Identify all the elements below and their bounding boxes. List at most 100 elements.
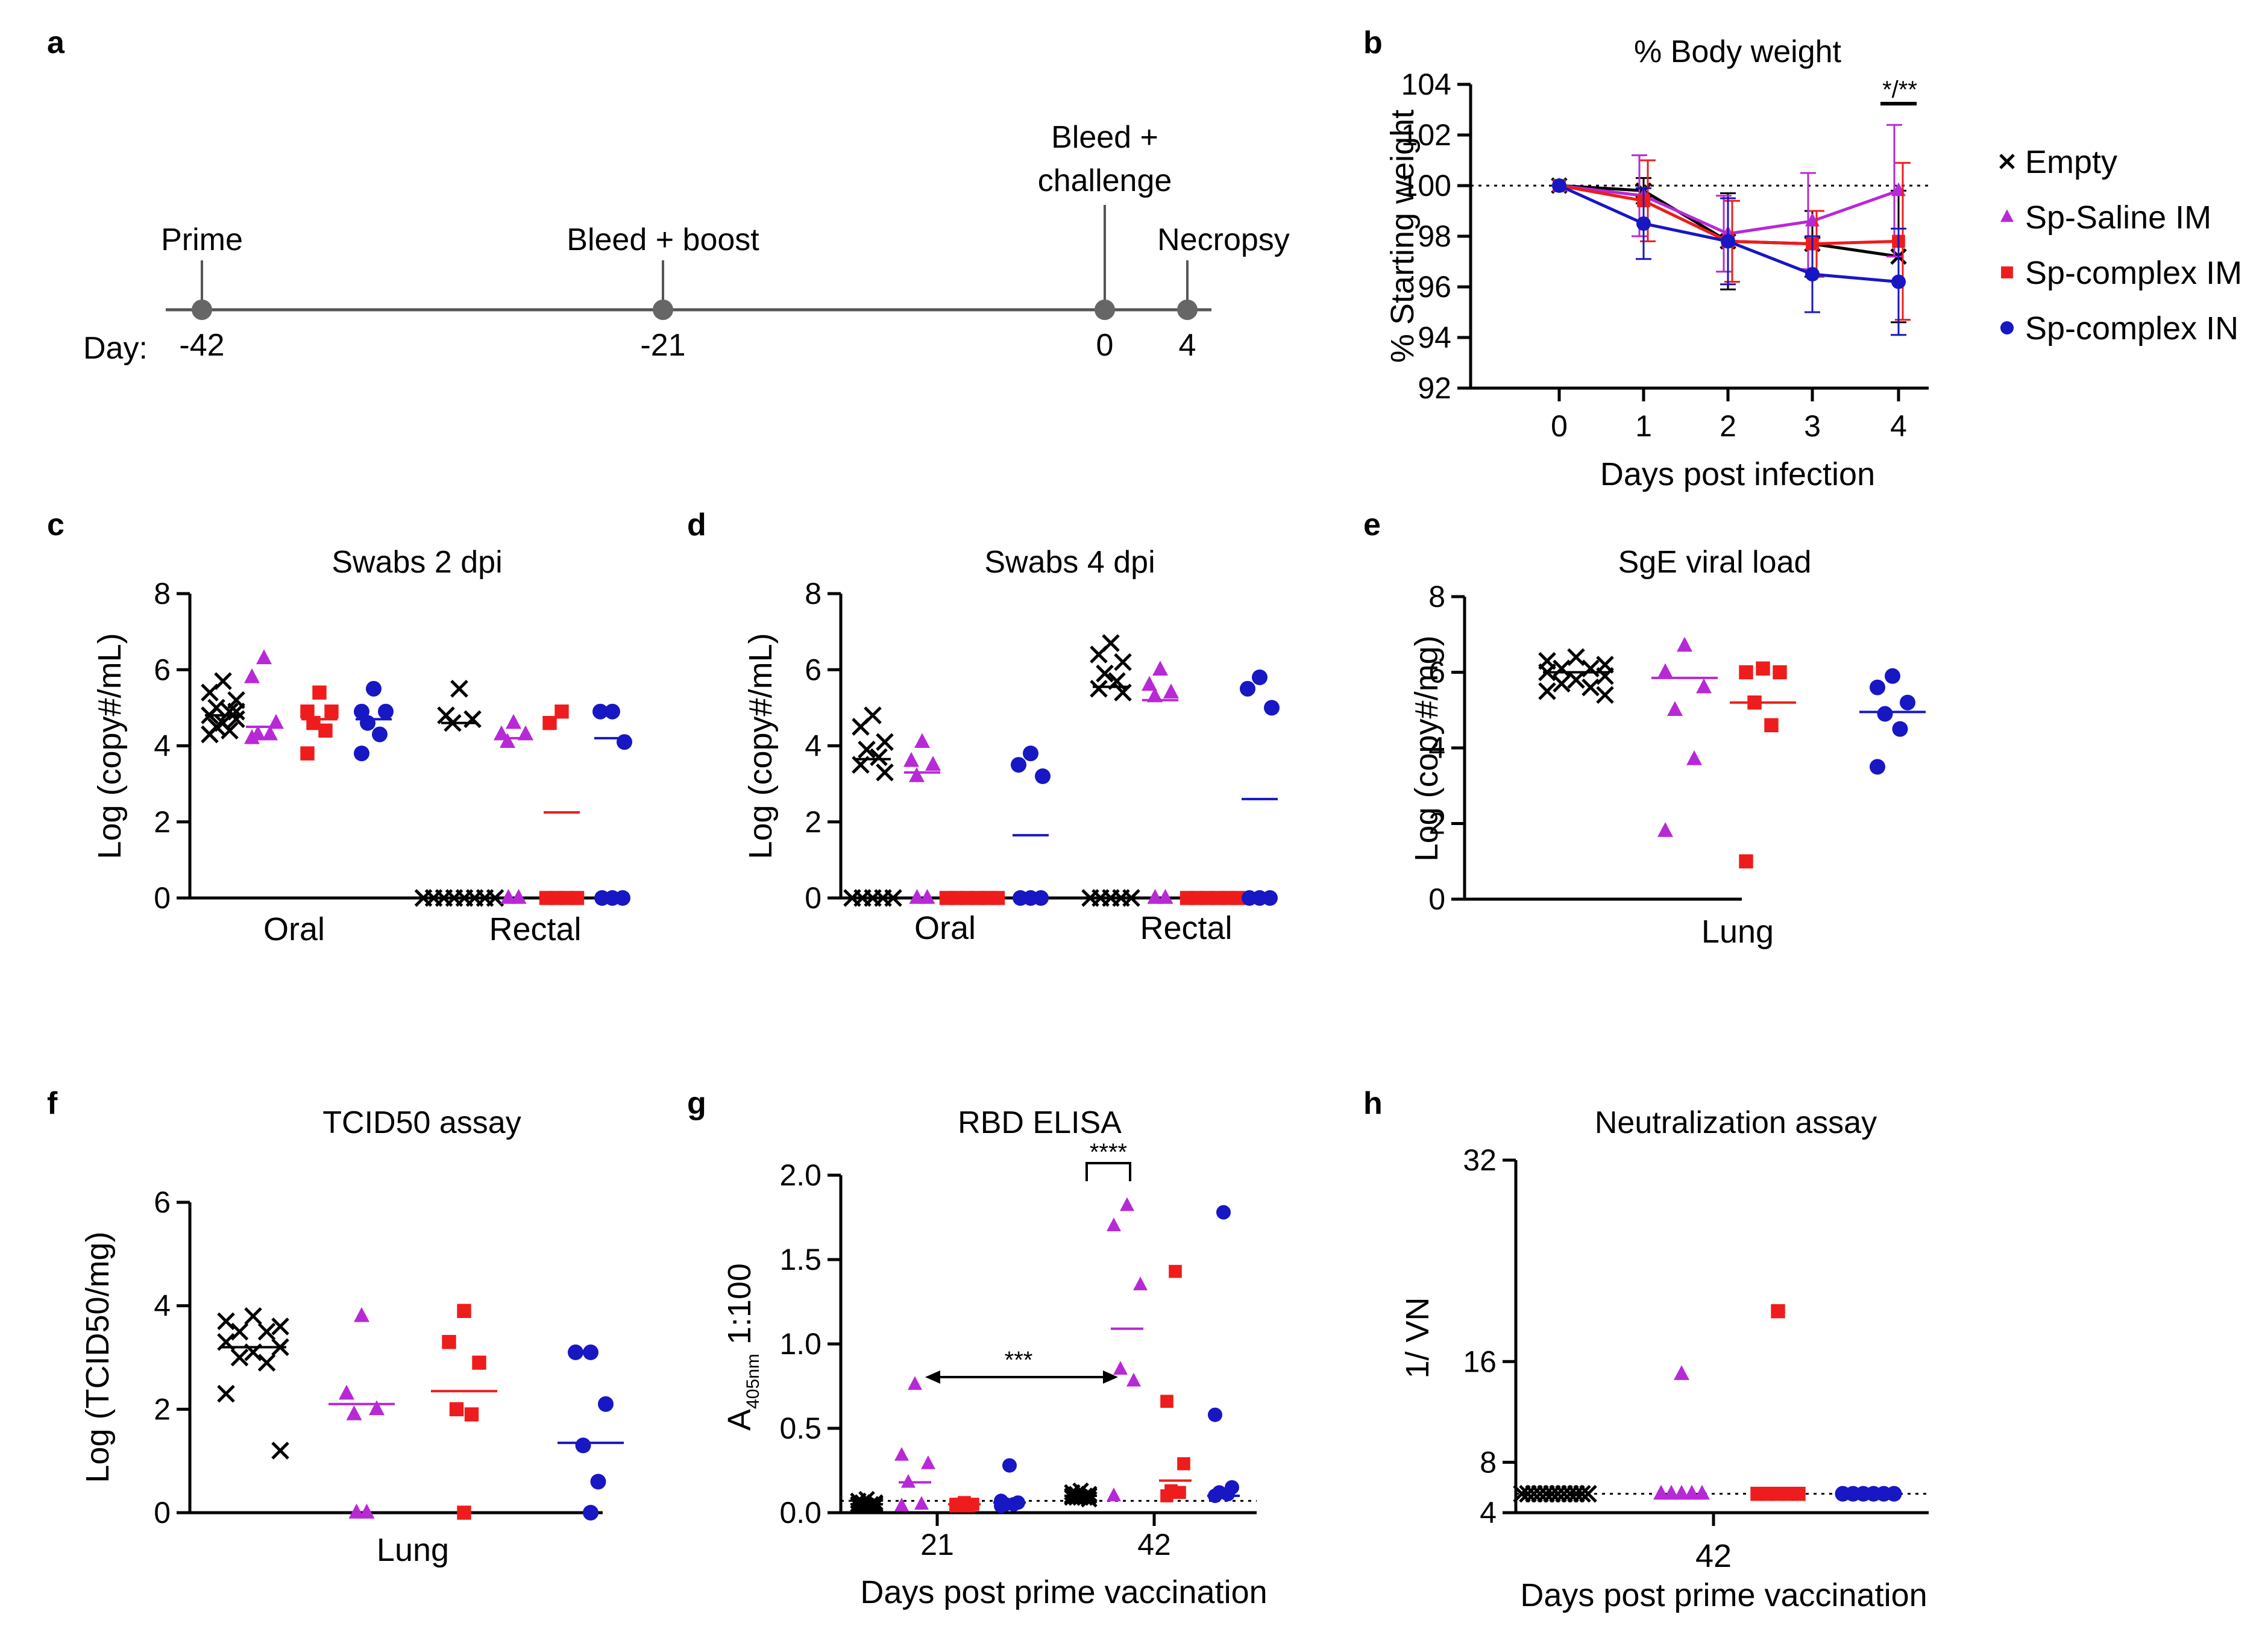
- data-point: [1173, 1486, 1186, 1499]
- data-point: [244, 668, 260, 683]
- y-tick-label: 94: [1418, 321, 1451, 354]
- y-tick-label: 8: [1480, 1445, 1497, 1479]
- group-complexIM: [1730, 661, 1796, 868]
- arrow-head: [1103, 1370, 1118, 1384]
- y-tick-label: 0.0: [779, 1496, 821, 1530]
- data-point: [1596, 686, 1614, 704]
- data-point: [354, 1307, 369, 1322]
- data-point: [463, 710, 482, 729]
- y-tick-label: 4: [1428, 731, 1445, 765]
- data-point: [590, 1474, 606, 1490]
- data-point: [1152, 661, 1168, 676]
- data-point: [378, 703, 394, 720]
- category-label: Oral: [914, 910, 976, 946]
- y-tick-label: 32: [1463, 1143, 1497, 1177]
- data-point: [369, 1400, 385, 1416]
- data-point: [1107, 1217, 1121, 1231]
- data-point: [1113, 1361, 1128, 1375]
- chart-title: % Body weight: [1634, 34, 1842, 69]
- y-tick-label: 98: [1418, 219, 1451, 253]
- group-empty: [201, 672, 245, 744]
- data-point: [1240, 680, 1255, 697]
- data-point: [1220, 1487, 1235, 1502]
- data-point: [1582, 678, 1600, 697]
- group-saline: [1142, 661, 1179, 904]
- group-saline: [903, 733, 941, 904]
- group-empty: [1513, 1484, 1597, 1503]
- legend-marker: [1999, 154, 2015, 169]
- category-label: Lung: [1701, 914, 1774, 950]
- data-point: [1126, 1372, 1141, 1387]
- group-complexIM: [1180, 891, 1246, 905]
- panel-label: e: [1363, 507, 1381, 542]
- data-point: [346, 1405, 362, 1420]
- data-point: [1674, 1365, 1689, 1380]
- data-point: [324, 704, 339, 719]
- y-tick-label: 102: [1401, 118, 1451, 152]
- data-point: [244, 1307, 262, 1325]
- data-point: [1177, 1457, 1190, 1470]
- data-point: [921, 1455, 935, 1469]
- data-point: [1262, 890, 1278, 906]
- panel-h: h Neutralization assay 4 8 16 32 1/ VN Days pos…: [1363, 1086, 1929, 1613]
- data-point: [227, 710, 245, 729]
- y-axis-label: Log (copy#/mL): [92, 633, 128, 859]
- data-point: [518, 725, 533, 741]
- data-point: [1553, 659, 1571, 677]
- group-empty: [217, 1307, 289, 1460]
- y-tick-label: 2: [1428, 807, 1445, 841]
- data-point: [1567, 648, 1585, 667]
- y-tick-label: 4: [154, 729, 171, 763]
- data-point: [1076, 1489, 1093, 1506]
- y-tick-label: 4: [805, 729, 821, 763]
- data-point: [1653, 1484, 1669, 1500]
- data-point: [867, 1498, 884, 1514]
- y-tick-label: 2.0: [779, 1158, 821, 1192]
- data-point: [257, 1354, 276, 1372]
- y-tick-label: 0: [154, 1496, 171, 1530]
- chart-title: SgE viral load: [1618, 545, 1812, 580]
- data-point: [1538, 682, 1556, 700]
- data-point: [1147, 889, 1163, 904]
- data-point: [217, 1312, 235, 1331]
- group-complexIN: [1011, 745, 1051, 906]
- data-point: [1231, 891, 1246, 905]
- data-point: [494, 725, 509, 741]
- data-point: [500, 889, 517, 904]
- data-point: [1791, 1486, 1806, 1501]
- panel-label: a: [47, 25, 65, 60]
- data-point: [852, 718, 870, 736]
- data-point: [1035, 768, 1051, 784]
- data-point: [1764, 718, 1779, 733]
- y-axis-label: % Starting weight: [1384, 110, 1421, 363]
- y-label-sub: 405nm: [743, 1354, 763, 1409]
- category-label: Rectal: [489, 911, 581, 947]
- data-point: [1886, 1486, 1902, 1502]
- significance-bracket: [1085, 1162, 1131, 1181]
- data-point: [348, 1504, 365, 1519]
- data-point: [1892, 721, 1908, 737]
- group-empty: [1064, 1482, 1098, 1508]
- legend-label: Sp-complex IM: [2025, 255, 2242, 291]
- group-complexIN: [592, 703, 632, 906]
- y-axis-label: A405nm 1:100: [721, 1263, 763, 1431]
- y-tick-label: 4: [1480, 1496, 1497, 1530]
- data-point: [500, 733, 515, 748]
- y-tick-label: 0.5: [779, 1411, 821, 1445]
- data-point: [1900, 694, 1915, 711]
- data-point: [914, 1496, 929, 1510]
- significance-label: ****: [1090, 1139, 1127, 1166]
- y-axis-label: Log (copy#/mL): [743, 633, 779, 859]
- data-point: [1252, 669, 1268, 685]
- data-point: [1667, 701, 1683, 716]
- y-tick-label: 8: [154, 577, 171, 610]
- data-point: [925, 756, 941, 771]
- data-point: [450, 680, 468, 698]
- data-point: [1208, 1407, 1222, 1422]
- data-point: [354, 745, 369, 762]
- y-tick-label: 6: [154, 1185, 171, 1219]
- legend-marker: [2001, 266, 2013, 278]
- y-label-tail: 1:100: [721, 1263, 758, 1354]
- data-point: [1216, 1205, 1231, 1220]
- data-point: [1771, 1304, 1785, 1319]
